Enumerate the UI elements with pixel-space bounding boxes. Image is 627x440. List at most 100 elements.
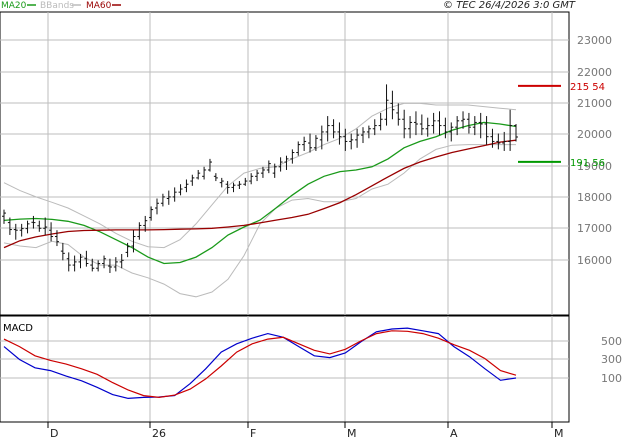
x-axis-label: M	[347, 427, 357, 440]
price-bar	[213, 173, 218, 182]
price-bar	[219, 177, 224, 188]
price-y-tick: 17000	[577, 222, 612, 235]
price-bar	[378, 112, 383, 131]
price-bar	[331, 119, 336, 139]
price-bar	[25, 220, 30, 234]
macd-lines	[3, 327, 517, 400]
price-bar	[166, 190, 171, 205]
moving-averages	[3, 121, 517, 265]
macd-y-tick: 100	[601, 372, 622, 385]
price-bar	[255, 169, 260, 182]
price-bar	[119, 253, 124, 269]
price-bar	[31, 215, 36, 229]
copyright-notice: © TEC 26/4/2026 3:0 GMT	[443, 0, 576, 11]
price-bar	[237, 181, 242, 189]
price-bar	[196, 169, 201, 180]
price-y-tick: 21000	[577, 97, 612, 110]
price-bar	[319, 125, 324, 150]
price-bar	[249, 173, 254, 185]
price-bar	[7, 217, 12, 235]
price-bar	[278, 157, 283, 172]
price-bar	[155, 198, 160, 215]
macd-y-axis: 500 300 100	[601, 335, 622, 385]
price-bar	[449, 122, 454, 142]
price-bar	[2, 209, 6, 224]
price-bar	[290, 149, 295, 164]
price-bar	[260, 166, 265, 178]
price-bar	[178, 184, 183, 196]
price-bar	[125, 242, 130, 258]
price-bar	[54, 230, 59, 247]
price-bar	[284, 155, 289, 170]
price-bar	[337, 122, 342, 145]
price-bar	[478, 112, 483, 139]
ma20-line	[3, 121, 517, 265]
macd-panel-frame	[0, 315, 570, 423]
price-bar	[202, 166, 207, 180]
price-bar	[78, 253, 83, 269]
price-bar	[149, 206, 154, 221]
price-bar	[402, 109, 407, 139]
price-bar	[508, 109, 513, 151]
price-bar	[425, 117, 430, 137]
price-level-annotations: 215 54 191 56	[518, 82, 605, 169]
legend-ma60-label: MA60	[86, 1, 112, 11]
price-bar	[372, 119, 377, 136]
price-panel-frame	[0, 11, 570, 316]
price-bar	[514, 124, 518, 142]
price-bar	[13, 223, 18, 240]
price-bar	[184, 179, 189, 193]
price-bar	[484, 116, 489, 145]
bband-lower-line	[3, 144, 516, 298]
price-bar	[84, 250, 89, 267]
price-bar	[90, 258, 95, 272]
price-y-tick: 19000	[577, 160, 612, 173]
macd-title: MACD	[3, 323, 33, 334]
price-bar	[266, 160, 271, 174]
price-bar	[113, 257, 118, 272]
legend-ma20-label: MA20	[1, 1, 27, 11]
price-y-tick: 16000	[577, 254, 612, 267]
price-bar	[413, 111, 418, 136]
price-level-label: 191 56	[570, 158, 605, 169]
price-gridlines	[0, 12, 569, 315]
price-bar	[419, 114, 424, 136]
price-bar	[172, 187, 177, 202]
macd-gridlines	[0, 316, 569, 422]
price-y-axis: 23000 22000 21000 20000 19000 18000 17000 16000	[577, 34, 612, 267]
price-y-tick: 23000	[577, 34, 612, 47]
ma60-line	[3, 139, 517, 249]
price-bar	[302, 136, 307, 151]
price-bar	[313, 135, 318, 151]
price-bar	[455, 116, 460, 136]
price-bar	[325, 116, 330, 142]
bband-upper-line	[3, 102, 517, 249]
price-bar	[408, 116, 413, 139]
price-bar	[131, 230, 136, 253]
price-y-tick: 18000	[577, 191, 612, 204]
price-bar	[490, 128, 495, 148]
price-bar	[390, 90, 395, 120]
macd-y-tick: 300	[601, 353, 622, 366]
x-axis-label: M	[554, 427, 564, 440]
price-bar	[366, 125, 371, 139]
price-bar	[37, 220, 42, 232]
legend-bbands-label: BBands	[40, 1, 74, 11]
price-bar	[96, 260, 101, 272]
price-bar	[472, 116, 477, 136]
price-bar	[461, 111, 466, 129]
price-bar	[496, 133, 501, 150]
price-bar	[343, 128, 348, 151]
price-bar	[231, 182, 236, 193]
macd-line	[3, 327, 517, 400]
price-bar	[19, 223, 24, 237]
price-y-tick: 22000	[577, 66, 612, 79]
price-bar	[443, 117, 448, 139]
x-axis-label: A	[450, 427, 458, 440]
price-bar	[360, 127, 365, 144]
price-bar	[207, 158, 212, 172]
price-bar	[308, 133, 313, 153]
price-bar	[49, 222, 54, 242]
price-bar	[66, 252, 71, 272]
